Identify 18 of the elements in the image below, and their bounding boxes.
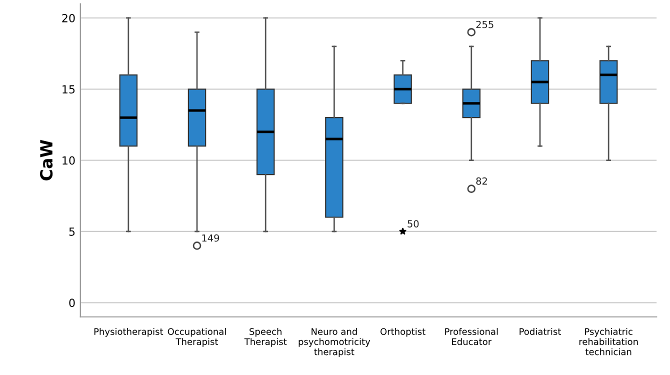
annotation: 82 — [476, 177, 487, 185]
annotation: 50 — [408, 220, 419, 228]
annotation: 149 — [202, 234, 220, 242]
y-tick-label: 5 — [69, 228, 75, 236]
y-tick-label: 20 — [62, 14, 75, 22]
y-tick-label: 10 — [62, 156, 75, 165]
y-tick-label: 15 — [62, 85, 75, 94]
annotation: 255 — [476, 20, 494, 28]
x-tick-label: Professional Educator — [445, 328, 498, 346]
x-tick-label: Neuro and psychomotricity therapist — [298, 328, 370, 357]
x-tick-label: Orthoptist — [380, 328, 426, 337]
x-tick-label: Physiotherapist — [94, 328, 164, 337]
y-axis-title: CaW — [40, 140, 53, 180]
x-tick-label: Speech Therapist — [244, 328, 287, 347]
x-tick-label: Occupational Therapist — [168, 328, 226, 347]
x-tick-label: Psychiatric rehabilitation technician — [579, 328, 638, 356]
y-tick-label: 0 — [69, 298, 75, 308]
x-tick-label: Podiatrist — [520, 328, 561, 335]
